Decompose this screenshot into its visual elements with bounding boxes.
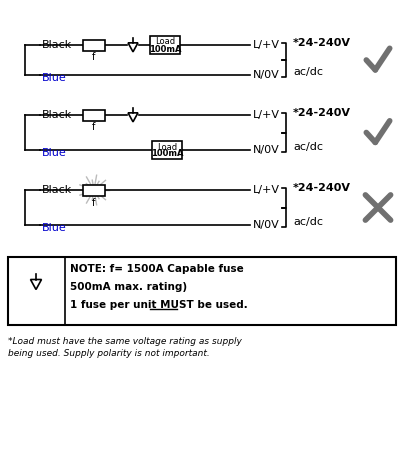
FancyBboxPatch shape [152, 141, 182, 159]
Polygon shape [128, 113, 138, 122]
Text: L/+V: L/+V [253, 185, 280, 195]
Text: Load: Load [157, 142, 177, 152]
Text: ac/dc: ac/dc [293, 67, 323, 77]
Polygon shape [30, 279, 41, 289]
Text: 1 fuse per unit MUST be used.: 1 fuse per unit MUST be used. [70, 300, 248, 310]
Text: f: f [92, 198, 96, 208]
Text: L/+V: L/+V [253, 110, 280, 120]
Text: L/+V: L/+V [253, 40, 280, 50]
Text: *24-240V: *24-240V [293, 108, 351, 118]
Text: Load: Load [155, 38, 175, 47]
Text: 100mA: 100mA [149, 45, 181, 54]
Text: Black: Black [42, 185, 72, 195]
Text: 100mA: 100mA [151, 150, 183, 159]
Text: *Load must have the same voltage rating as supply
being used. Supply polarity is: *Load must have the same voltage rating … [8, 337, 242, 359]
FancyBboxPatch shape [83, 39, 105, 50]
FancyBboxPatch shape [83, 184, 105, 196]
Text: Blue: Blue [42, 223, 67, 233]
Text: f: f [92, 53, 96, 63]
Text: N/0V: N/0V [253, 70, 280, 80]
Text: N/0V: N/0V [253, 220, 280, 230]
FancyBboxPatch shape [83, 110, 105, 121]
Text: f: f [92, 123, 96, 133]
FancyBboxPatch shape [8, 257, 396, 325]
Polygon shape [128, 43, 138, 52]
FancyBboxPatch shape [150, 36, 180, 54]
Text: *24-240V: *24-240V [293, 38, 351, 48]
Text: *24-240V: *24-240V [293, 183, 351, 193]
Text: NOTE: f= 1500A Capable fuse: NOTE: f= 1500A Capable fuse [70, 264, 244, 274]
Text: ac/dc: ac/dc [293, 217, 323, 227]
Text: Blue: Blue [42, 148, 67, 158]
Text: Black: Black [42, 110, 72, 120]
Text: Black: Black [42, 40, 72, 50]
Text: 500mA max. rating): 500mA max. rating) [70, 282, 187, 292]
Text: N/0V: N/0V [253, 145, 280, 155]
Text: Blue: Blue [42, 73, 67, 83]
Text: ac/dc: ac/dc [293, 142, 323, 152]
